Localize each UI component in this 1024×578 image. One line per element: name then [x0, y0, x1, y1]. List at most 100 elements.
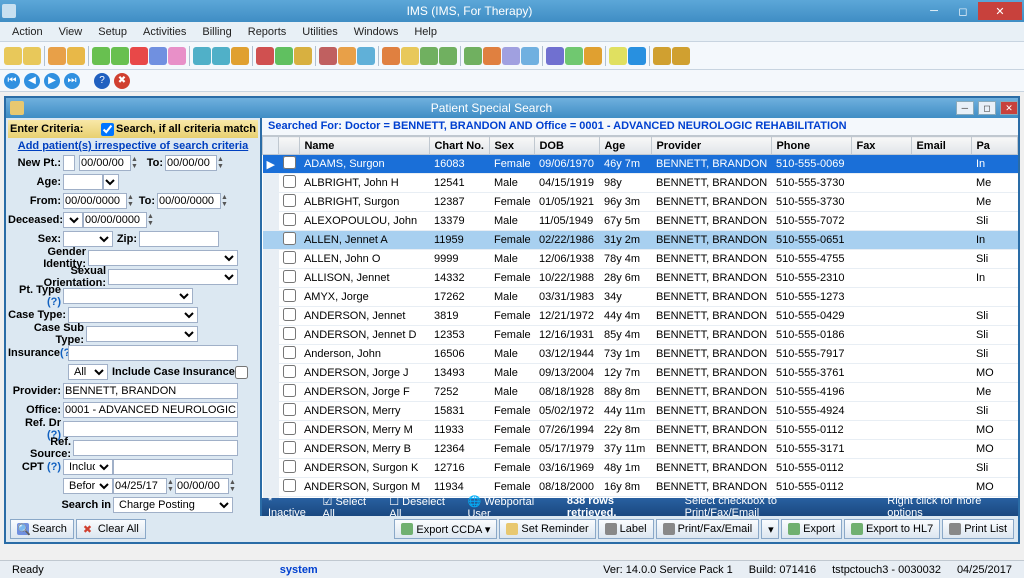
toolbar-icon-7[interactable]: [149, 47, 167, 65]
sub-minimize[interactable]: ─: [956, 101, 974, 115]
toolbar-icon-21[interactable]: [439, 47, 457, 65]
toolbar-icon-18[interactable]: [382, 47, 400, 65]
menu-utilities[interactable]: Utilities: [294, 26, 345, 38]
export-button[interactable]: Export: [781, 519, 842, 539]
case-type-select[interactable]: [68, 307, 198, 323]
toolbar-icon-20[interactable]: [420, 47, 438, 65]
cpt-before-select[interactable]: Before: [63, 478, 113, 494]
row-checkbox[interactable]: [283, 251, 296, 264]
print-list-button[interactable]: Print List: [942, 519, 1014, 539]
pt-type-select[interactable]: [63, 288, 193, 304]
toolbar-icon-0[interactable]: [4, 47, 22, 65]
toolbar-icon-6[interactable]: [130, 47, 148, 65]
menu-setup[interactable]: Setup: [90, 26, 135, 38]
table-row[interactable]: ▶ ADAMS, Surgon16083Female09/06/197046y …: [263, 155, 1018, 174]
table-row[interactable]: ANDERSON, Jennet D12353Female12/16/19318…: [263, 326, 1018, 345]
table-row[interactable]: ALEXOPOULOU, John13379Male11/05/194967y …: [263, 212, 1018, 231]
toolbar-icon-8[interactable]: [168, 47, 186, 65]
toolbar-icon-2[interactable]: [48, 47, 66, 65]
print-fax-email-button[interactable]: Print/Fax/Email: [656, 519, 760, 539]
row-checkbox[interactable]: [283, 479, 296, 492]
menu-reports[interactable]: Reports: [240, 26, 295, 38]
toolbar-icon-17[interactable]: [357, 47, 375, 65]
set-reminder-button[interactable]: Set Reminder: [499, 519, 595, 539]
from-date[interactable]: [63, 193, 127, 209]
results-grid[interactable]: Name Chart No. Sex DOB Age Provider Phon…: [262, 136, 1018, 498]
minimize-button[interactable]: ─: [920, 2, 948, 20]
restore-button[interactable]: ◻: [949, 2, 977, 20]
table-row[interactable]: ANDERSON, Merry B12364Female05/17/197937…: [263, 440, 1018, 459]
toolbar-icon-23[interactable]: [483, 47, 501, 65]
close-button[interactable]: ✕: [978, 2, 1022, 20]
sexual-orientation-select[interactable]: [108, 269, 238, 285]
toolbar-icon-29[interactable]: [609, 47, 627, 65]
nav-stop-icon[interactable]: ✖: [114, 73, 130, 89]
toolbar-icon-28[interactable]: [584, 47, 602, 65]
toolbar-icon-22[interactable]: [464, 47, 482, 65]
table-row[interactable]: ANDERSON, Jorge J13493Male09/13/200412y …: [263, 364, 1018, 383]
col-sex[interactable]: Sex: [490, 137, 535, 155]
select-all-link[interactable]: ☑ Select All: [323, 495, 378, 517]
toolbar-icon-31[interactable]: [653, 47, 671, 65]
toolbar-icon-14[interactable]: [294, 47, 312, 65]
clear-all-button[interactable]: ✖Clear All: [76, 519, 146, 539]
office-input[interactable]: [63, 402, 238, 418]
nav-prev-icon[interactable]: ◀: [24, 73, 40, 89]
nav-first-icon[interactable]: ⏮: [4, 73, 20, 89]
deceased-date[interactable]: [83, 212, 147, 228]
case-sub-type-select[interactable]: [86, 326, 198, 342]
toolbar-icon-27[interactable]: [565, 47, 583, 65]
row-checkbox[interactable]: [283, 308, 296, 321]
ref-source-input[interactable]: [73, 440, 238, 456]
table-row[interactable]: ANDERSON, Merry M11933Female07/26/199422…: [263, 421, 1018, 440]
col-age[interactable]: Age: [600, 137, 652, 155]
row-checkbox[interactable]: [283, 232, 296, 245]
table-row[interactable]: ANDERSON, Surgon K12716Female03/16/19694…: [263, 459, 1018, 478]
toolbar-icon-10[interactable]: [212, 47, 230, 65]
table-row[interactable]: ALLEN, Jennet A11959Female02/22/198631y …: [263, 231, 1018, 250]
row-checkbox[interactable]: [283, 175, 296, 188]
age-op[interactable]: [103, 174, 119, 190]
pfe-dropdown[interactable]: ▾: [761, 519, 779, 539]
sub-restore[interactable]: ◻: [978, 101, 996, 115]
row-checkbox[interactable]: [283, 213, 296, 226]
table-row[interactable]: ANDERSON, Jennet3819Female12/21/197244y …: [263, 307, 1018, 326]
toolbar-icon-9[interactable]: [193, 47, 211, 65]
toolbar-icon-32[interactable]: [672, 47, 690, 65]
row-checkbox[interactable]: [283, 346, 296, 359]
toolbar-icon-13[interactable]: [275, 47, 293, 65]
row-checkbox[interactable]: [283, 270, 296, 283]
menu-view[interactable]: View: [51, 26, 91, 38]
label-button[interactable]: Label: [598, 519, 654, 539]
table-row[interactable]: ALLEN, John O9999Male12/06/193878y 4mBEN…: [263, 250, 1018, 269]
match-all-checkbox[interactable]: [101, 123, 114, 136]
menu-action[interactable]: Action: [4, 26, 51, 38]
toolbar-icon-4[interactable]: [92, 47, 110, 65]
col-phone[interactable]: Phone: [772, 137, 852, 155]
toolbar-icon-1[interactable]: [23, 47, 41, 65]
table-row[interactable]: AMYX, Jorge17262Male03/31/198334yBENNETT…: [263, 288, 1018, 307]
age-input[interactable]: [63, 174, 103, 190]
col-name[interactable]: Name: [300, 137, 430, 155]
toolbar-icon-19[interactable]: [401, 47, 419, 65]
toolbar-icon-16[interactable]: [338, 47, 356, 65]
row-checkbox[interactable]: [283, 327, 296, 340]
cpt-date1[interactable]: [113, 478, 167, 494]
row-checkbox[interactable]: [283, 460, 296, 473]
toolbar-icon-3[interactable]: [67, 47, 85, 65]
newpt-input[interactable]: [63, 155, 75, 171]
col-dob[interactable]: DOB: [535, 137, 600, 155]
sub-close[interactable]: ✕: [1000, 101, 1018, 115]
toolbar-icon-12[interactable]: [256, 47, 274, 65]
gender-identity-select[interactable]: [88, 250, 238, 266]
menu-windows[interactable]: Windows: [346, 26, 407, 38]
table-row[interactable]: ALBRIGHT, John H12541Male04/15/191998yBE…: [263, 174, 1018, 193]
row-checkbox[interactable]: [283, 194, 296, 207]
cpt-input[interactable]: [113, 459, 233, 475]
table-row[interactable]: ANDERSON, Merry15831Female05/02/197244y …: [263, 402, 1018, 421]
deselect-all-link[interactable]: ☐ Deselect All: [389, 495, 455, 517]
include-case-ins-checkbox[interactable]: [235, 366, 248, 379]
row-checkbox[interactable]: [283, 365, 296, 378]
row-checkbox[interactable]: [283, 156, 296, 169]
table-row[interactable]: ALBRIGHT, Surgon12387Female01/05/192196y…: [263, 193, 1018, 212]
